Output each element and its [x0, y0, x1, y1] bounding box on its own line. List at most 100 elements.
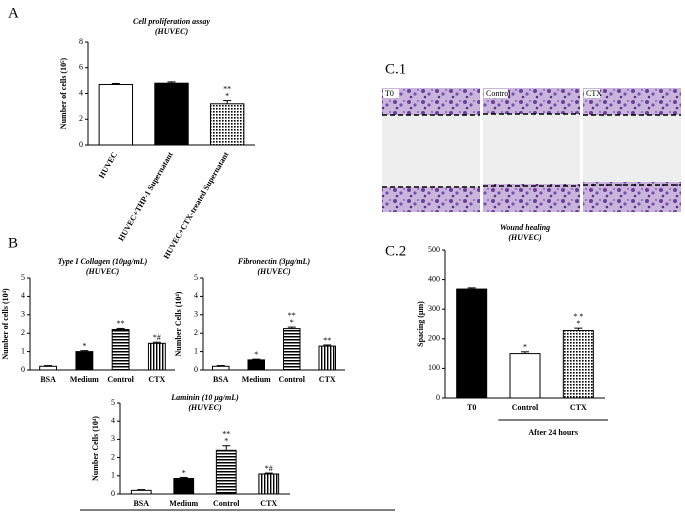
y-tick-label: 5 — [21, 273, 25, 282]
x-tick-label: HUVEC+CTX-treated Supernatant — [162, 150, 231, 260]
y-tick-label: 0 — [111, 489, 115, 498]
significance-mark: * — [182, 468, 186, 477]
x-tick-label: CTX — [570, 403, 587, 412]
bar — [147, 342, 166, 371]
significance-mark: ** — [323, 336, 331, 345]
significance-mark: * — [224, 437, 228, 446]
image-label: CTX — [586, 89, 602, 98]
y-tick-label: 3 — [21, 310, 25, 319]
bar — [456, 288, 488, 399]
x-tick-label: BSA — [213, 375, 229, 384]
y-tick-label: 6 — [79, 63, 83, 72]
y-tick-label: 2 — [79, 114, 83, 123]
y-tick-label: 300 — [428, 304, 440, 313]
y-tick-label: 100 — [428, 363, 440, 372]
bar — [209, 103, 245, 146]
panel-label: C.1 — [385, 61, 406, 77]
y-tick-label: 0 — [436, 393, 440, 402]
y-axis-label: Number Cells (10⁴) — [174, 291, 183, 356]
micrograph: CTX — [583, 88, 681, 212]
y-tick-label: 1 — [194, 346, 198, 355]
chart-title: Type I Collagen (10μg/mL) — [58, 257, 148, 266]
group-label: After 24 hours — [528, 428, 578, 437]
x-tick-label: CTX — [319, 375, 336, 384]
significance-mark: *# — [153, 333, 161, 342]
chart-subtitle: (HUVEC) — [188, 403, 222, 412]
x-tick-label: CTX — [260, 499, 277, 508]
y-tick-label: 8 — [79, 37, 83, 46]
y-tick-label: 4 — [79, 88, 83, 97]
y-tick-label: 5 — [194, 273, 198, 282]
bar — [211, 365, 230, 371]
significance-mark: * — [225, 91, 229, 100]
chart-title: Wound healing — [500, 223, 550, 232]
y-tick-label: 4 — [21, 291, 25, 300]
chart-subtitle: (HUVEC) — [155, 27, 189, 36]
bar — [75, 351, 94, 371]
x-tick-label: Control — [107, 375, 134, 384]
panel-label: B — [8, 235, 18, 251]
significance-mark: ** — [223, 84, 231, 93]
y-tick-label: 2 — [194, 328, 198, 337]
micrographs: T0 Control CTX — [382, 88, 681, 212]
bar — [154, 82, 189, 146]
bar — [111, 329, 130, 371]
bar — [39, 365, 58, 371]
y-axis-label: Number of cells (10⁵) — [59, 57, 68, 129]
bar — [173, 478, 195, 495]
bar — [282, 328, 301, 371]
image-label: Control — [486, 89, 511, 98]
x-tick-label: Control — [512, 403, 539, 412]
significance-mark: ** — [222, 430, 230, 439]
bar — [98, 83, 134, 146]
y-tick-label: 1 — [111, 471, 115, 480]
y-tick-label: 0 — [194, 365, 198, 374]
significance-mark: * * — [573, 312, 583, 321]
chart-title: Cell proliferation assay — [133, 17, 210, 26]
chart-subtitle: (HUVEC) — [257, 267, 291, 276]
x-tick-label: BSA — [133, 499, 149, 508]
panel-label: A — [8, 5, 19, 21]
x-tick-label: Medium — [70, 375, 99, 384]
significance-mark: *# — [265, 464, 273, 473]
y-tick-label: 3 — [194, 310, 198, 319]
significance-mark: * — [254, 350, 258, 359]
y-tick-label: 2 — [111, 452, 115, 461]
y-tick-label: 200 — [428, 334, 440, 343]
micrograph: Control — [483, 88, 580, 212]
y-axis-label: Number of cells (10⁴) — [1, 288, 10, 360]
bar — [215, 449, 237, 495]
bar — [247, 359, 266, 371]
x-tick-label: HUVEC — [97, 150, 119, 180]
y-tick-label: 4 — [194, 291, 198, 300]
x-tick-label: HUVEC+THP-1 Supernatant — [116, 150, 175, 242]
bar — [318, 345, 337, 371]
x-tick-label: Medium — [169, 499, 198, 508]
chart-subtitle: (HUVEC) — [508, 233, 542, 242]
significance-mark: * — [82, 342, 86, 351]
significance-mark: * — [576, 319, 580, 328]
y-axis-label: Number Cells (10⁴) — [91, 416, 100, 481]
y-tick-label: 3 — [111, 434, 115, 443]
significance-mark: * — [290, 318, 294, 327]
chart-title: Fibronectin (3μg/mL) — [237, 257, 311, 266]
x-tick-label: Control — [213, 499, 240, 508]
significance-mark: ** — [117, 319, 125, 328]
micrograph: T0 — [382, 88, 480, 212]
bar — [509, 353, 541, 399]
bar — [130, 489, 152, 495]
bar — [258, 473, 280, 495]
y-tick-label: 400 — [428, 274, 440, 283]
x-tick-label: Medium — [242, 375, 271, 384]
y-tick-label: 0 — [79, 140, 83, 149]
image-label: T0 — [385, 89, 394, 98]
x-tick-label: CTX — [148, 375, 165, 384]
panel-label: C.2 — [385, 243, 406, 259]
chart-subtitle: (HUVEC) — [86, 267, 120, 276]
x-tick-label: T0 — [467, 403, 476, 412]
x-tick-label: Control — [278, 375, 305, 384]
y-tick-label: 0 — [21, 365, 25, 374]
y-axis-label: Spacing (µm) — [416, 301, 425, 347]
bar — [562, 330, 594, 399]
